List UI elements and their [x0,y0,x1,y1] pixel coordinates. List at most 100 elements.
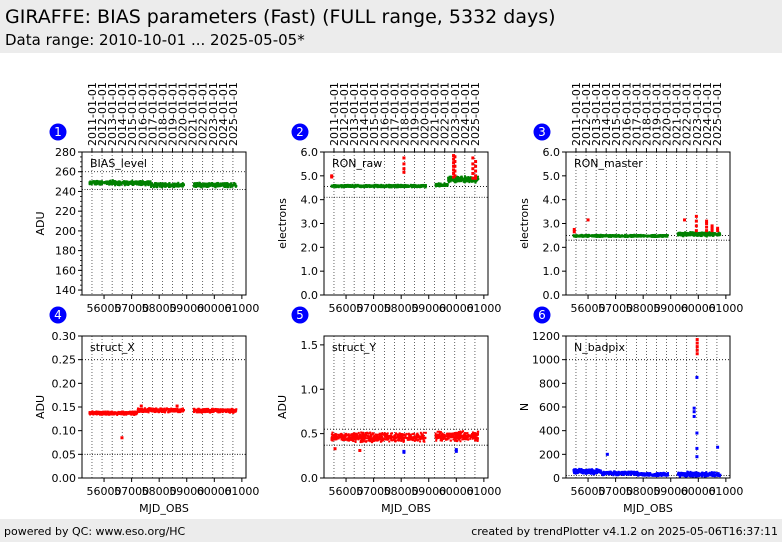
top-date-label: 2022-01-01 [681,82,694,146]
data-point [630,470,633,473]
data-point [395,185,398,188]
data-point [442,436,445,439]
data-point [352,436,355,439]
x-tick-label: 60000 [439,302,474,315]
data-point [417,438,420,441]
data-point [373,434,376,437]
data-point [177,411,180,414]
data-point [706,232,709,235]
data-point [357,438,360,441]
data-point [391,435,394,438]
top-date-label: 2014-01-01 [116,82,129,146]
top-date-label: 2013-01-01 [590,82,603,146]
data-point [233,182,236,185]
data-point [589,468,592,471]
chart-panel-2: 0.01.02.03.04.05.06.05600057000580005900… [276,82,501,315]
data-point [231,410,234,413]
data-point [235,409,238,412]
data-point [465,178,468,181]
data-point [130,413,133,416]
data-point [583,471,586,474]
data-point [114,183,117,186]
data-point [397,185,400,188]
data-point [105,181,108,184]
outlier-point [453,160,457,164]
data-point [108,183,111,186]
data-point [103,413,106,416]
data-point [471,437,474,440]
data-point [686,231,689,234]
data-point [381,185,384,188]
data-point [446,432,449,435]
data-point [117,183,120,186]
data-point [459,178,462,181]
data-point [230,183,233,186]
data-point [369,431,372,434]
data-point [337,186,340,189]
data-point [125,182,128,185]
data-point [434,432,437,435]
data-point [131,181,134,184]
outlier-point [710,229,714,233]
data-point [177,185,180,188]
data-point [422,183,425,186]
data-point [150,184,153,187]
data-point [137,408,140,411]
data-range-subtitle: Data range: 2010-10-01 ... 2025-05-05* [5,31,305,49]
data-point [229,411,232,414]
data-point [376,436,379,439]
data-point [617,473,620,476]
data-point [229,186,232,189]
data-point [445,183,448,186]
data-point [588,471,591,474]
top-date-label: 2011-01-01 [86,82,99,146]
data-point [176,408,179,411]
data-point [231,184,234,187]
data-point [194,182,197,185]
data-point [230,410,233,413]
data-point [412,437,415,440]
data-point [616,472,619,475]
data-point [399,434,402,437]
data-point [475,180,478,183]
data-point [613,470,616,473]
data-point [150,407,153,410]
data-point [355,433,358,436]
data-point [388,435,391,438]
data-point [373,438,376,441]
data-point [155,185,158,188]
x-tick-label: 56000 [329,485,364,498]
data-point [202,185,205,188]
data-point [162,182,165,185]
data-point [106,410,109,413]
data-point [380,183,383,186]
data-point [362,185,365,188]
data-point [180,184,183,187]
data-point [155,407,158,410]
data-point [369,436,372,439]
y-tick-label: 0.0 [301,289,319,302]
data-point [625,235,628,238]
data-point [125,183,128,186]
data-point [124,411,127,414]
data-point [101,412,104,415]
data-point [386,432,389,435]
y-tick-label: 1.5 [301,339,319,352]
data-point [475,434,478,437]
data-point [417,185,420,188]
data-point [474,181,477,184]
outlier-point [452,171,456,175]
data-point [169,185,172,188]
data-point [100,411,103,414]
data-point [196,409,199,412]
data-point [161,408,164,411]
data-point [195,185,198,188]
data-point [88,181,91,184]
data-point [633,234,636,237]
data-point [128,181,131,184]
data-point [212,184,215,187]
data-point [473,432,476,435]
data-point [155,182,158,185]
outlier-point [474,174,478,178]
panel-label: RON_master [574,157,643,170]
